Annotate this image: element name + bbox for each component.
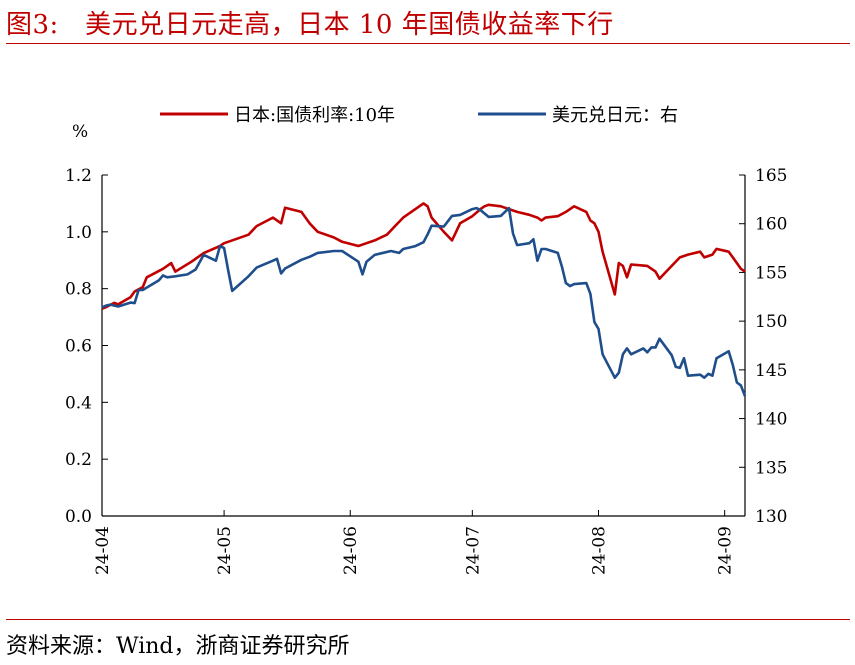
x-tick-label: 24-07: [463, 526, 483, 575]
plot-series: [101, 202, 747, 397]
series-line-jgb-10y: [101, 202, 746, 310]
left-y-tick-label: 0.6: [65, 337, 92, 357]
axes: 0.0 0.2 0.4 0.6 0.8 1.0 1.2 130 135 140 145 150 155 1…: [65, 166, 788, 575]
series-line-usdjpy: [101, 206, 747, 397]
left-axis-unit-label: %: [72, 122, 88, 142]
x-tick-label: 24-05: [215, 526, 235, 575]
left-y-tick-label: 0.2: [65, 450, 92, 470]
left-y-tick-label: 0.0: [65, 507, 92, 527]
right-y-tick-label: 135: [755, 458, 787, 478]
right-y-tick-label: 155: [755, 263, 787, 283]
right-y-tick-label: 130: [755, 507, 787, 527]
x-tick-label: 24-08: [589, 526, 609, 575]
x-tick-label: 24-04: [93, 526, 113, 575]
left-y-tick-label: 0.8: [65, 280, 92, 300]
figure-title: 图3: 美元兑日元走高，日本 10 年国债收益率下行: [6, 10, 614, 40]
legend-label-jgb-10y: 日本:国债利率:10年: [234, 105, 395, 126]
right-y-tick-label: 140: [755, 410, 787, 430]
title-divider: [6, 43, 850, 44]
dual-axis-line-chart: 日本:国债利率:10年 美元兑日元：右 % 0.0 0.2 0.4 0.6 0.8 1.0…: [65, 105, 788, 575]
left-y-tick-label: 1.2: [65, 166, 92, 186]
left-y-tick-label: 1.0: [65, 223, 92, 243]
right-y-tick-label: 165: [755, 166, 787, 186]
x-tick-label: 24-09: [716, 526, 736, 575]
source-divider: [6, 619, 850, 620]
left-y-tick-label: 0.4: [65, 393, 92, 413]
right-y-tick-label: 150: [755, 312, 787, 332]
legend-label-usdjpy: 美元兑日元：右: [552, 105, 678, 126]
source-note: 资料来源：Wind，浙商证券研究所: [6, 634, 350, 659]
legend: 日本:国债利率:10年 美元兑日元：右: [160, 105, 678, 126]
x-tick-label: 24-06: [341, 526, 361, 575]
right-y-tick-label: 145: [755, 361, 787, 381]
right-y-tick-label: 160: [755, 215, 787, 235]
